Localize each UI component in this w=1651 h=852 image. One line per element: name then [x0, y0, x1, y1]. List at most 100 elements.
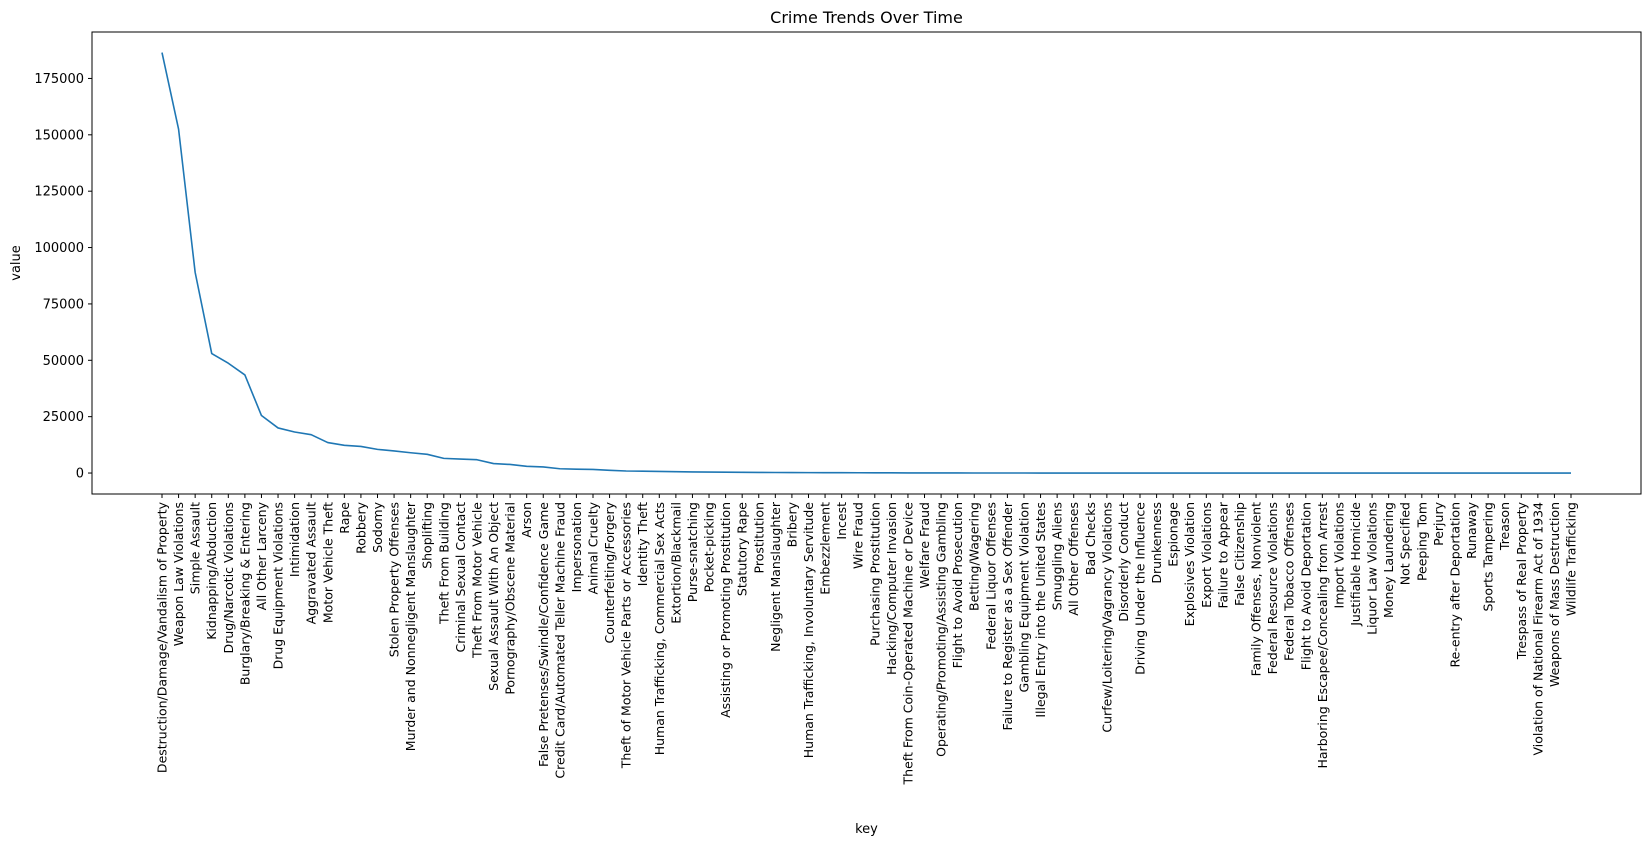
x-tick-label: Justifiable Homicide — [1348, 502, 1363, 627]
y-axis-label: value — [9, 245, 24, 281]
series-line — [161, 52, 1571, 474]
x-tick-label: Murder and Nonnegligent Manslaughter — [403, 501, 418, 751]
x-tick-label: Harboring Escapee/Concealing from Arrest — [1315, 502, 1330, 769]
x-tick-label: Robbery — [353, 501, 368, 553]
x-tick-label: Embezzlement — [818, 502, 833, 595]
x-tick-label: Incest — [834, 502, 849, 540]
x-tick-label: Bad Checks — [1083, 502, 1098, 575]
x-tick-label: Disorderly Conduct — [1116, 502, 1131, 622]
x-tick-label: Federal Resource Violations — [1265, 502, 1280, 674]
x-axis-label: key — [855, 822, 878, 837]
plot-area — [92, 32, 1641, 494]
x-tick-label: False Citizenship — [1232, 502, 1247, 606]
x-tick-label: Pocket-picking — [702, 502, 717, 592]
x-tick-label: Treason — [1497, 502, 1512, 551]
y-axis-ticks: 0 25000 50000 75000 100000 125000 150000 175000 — [34, 72, 92, 482]
x-tick-label: All Other Offenses — [1066, 502, 1081, 616]
x-tick-label: Arson — [519, 502, 534, 538]
x-tick-label: Impersonation — [569, 502, 584, 592]
y-tick-label: 0 — [76, 467, 84, 482]
x-tick-label: Animal Cruelty — [585, 501, 600, 594]
x-tick-label: Trespass of Real Property — [1514, 501, 1529, 660]
x-tick-label: Export Violations — [1199, 502, 1214, 608]
x-tick-label: Drug Equipment Violations — [271, 502, 286, 669]
x-tick-label: Espionage — [1166, 502, 1181, 567]
x-tick-label: Flight to Avoid Deportation — [1298, 502, 1313, 670]
x-tick-label: Motor Vehicle Theft — [320, 502, 335, 623]
x-tick-label: Purse-snatching — [685, 502, 700, 602]
x-tick-label: Destruction/Damage/Vandalism of Property — [155, 501, 170, 773]
x-tick-label: Re-entry after Deportation — [1447, 502, 1462, 667]
x-tick-label: Weapon Law Violations — [171, 502, 186, 646]
x-tick-label: Liquor Law Violations — [1365, 502, 1380, 635]
x-tick-label: Sports Tampering — [1481, 502, 1496, 612]
x-tick-label: Failure to Register as a Sex Offender — [1000, 501, 1015, 730]
x-tick-label: Theft From Building — [436, 502, 451, 625]
x-tick-label: Violation of National Firearm Act of 193… — [1530, 502, 1545, 756]
x-tick-label: Bribery — [784, 501, 799, 547]
x-tick-label: Federal Liquor Offenses — [983, 502, 998, 650]
x-tick-label: Drunkenness — [1149, 502, 1164, 584]
x-tick-label: Aggravated Assault — [304, 502, 319, 624]
x-tick-label: False Pretenses/Swindle/Confidence Game — [536, 502, 551, 767]
x-tick-label: Money Laundering — [1381, 502, 1396, 618]
y-tick-label: 75000 — [43, 297, 84, 312]
x-tick-label: Drug/Narcotic Violations — [221, 502, 236, 653]
x-tick-label: Purchasing Prostitution — [867, 502, 882, 646]
x-tick-label: Curfew/Loitering/Vagrancy Violations — [1099, 502, 1114, 733]
x-tick-label: Explosives Violation — [1182, 502, 1197, 626]
x-tick-label: Human Trafficking, Commercial Sex Acts — [652, 502, 667, 755]
y-tick-label: 125000 — [34, 185, 84, 200]
x-tick-label: Flight to Avoid Prosecution — [950, 502, 965, 668]
x-tick-label: Wildlife Trafficking — [1564, 502, 1579, 616]
x-tick-label: Smuggling Aliens — [1050, 502, 1065, 610]
x-tick-label: Counterfeiting/Forgery — [602, 501, 617, 643]
x-tick-label: Weapons of Mass Destruction — [1547, 502, 1562, 687]
x-tick-label: Gambling Equipment Violation — [1016, 502, 1031, 693]
y-tick-label: 25000 — [43, 410, 84, 425]
x-tick-label: Hacking/Computer Invasion — [884, 502, 899, 675]
x-tick-label: Prostitution — [751, 502, 766, 573]
y-tick-label: 150000 — [34, 128, 84, 143]
x-tick-label: Sexual Assault With An Object — [486, 502, 501, 691]
x-tick-label: Stolen Property Offenses — [387, 502, 402, 657]
x-tick-label: Criminal Sexual Contact — [453, 502, 468, 653]
x-tick-label: Welfare Fraud — [917, 502, 932, 588]
x-tick-label: Pornography/Obscene Material — [503, 502, 518, 695]
x-tick-label: Import Violations — [1331, 502, 1346, 608]
x-tick-label: Human Trafficking, Involuntary Servitude — [801, 502, 816, 759]
x-tick-label: Burglary/Breaking & Entering — [237, 502, 252, 685]
y-tick-label: 175000 — [34, 72, 84, 87]
x-tick-label: Driving Under the Influence — [1133, 502, 1148, 675]
x-tick-label: Family Offenses, Nonviolent — [1249, 502, 1264, 676]
x-tick-label: Theft From Coin-Operated Machine or Devi… — [900, 502, 915, 786]
y-tick-label: 100000 — [34, 241, 84, 256]
x-tick-label: Negligent Manslaughter — [768, 501, 783, 652]
x-tick-label: Theft of Motor Vehicle Parts or Accessor… — [619, 502, 634, 769]
x-tick-label: Extortion/Blackmail — [668, 502, 683, 624]
x-tick-label: All Other Larceny — [254, 501, 269, 610]
x-tick-label: Failure to Appear — [1215, 501, 1230, 608]
x-tick-label: Wire Fraud — [851, 502, 866, 569]
x-axis-ticks: Destruction/Damage/Vandalism of Property… — [155, 494, 1579, 785]
x-tick-label: Runaway — [1464, 501, 1479, 559]
x-tick-label: Credit Card/Automated Teller Machine Fra… — [552, 502, 567, 779]
x-tick-label: Federal Tobacco Offenses — [1282, 502, 1297, 661]
x-tick-label: Not Specified — [1398, 502, 1413, 585]
x-tick-label: Identity Theft — [635, 502, 650, 586]
x-tick-label: Kidnapping/Abduction — [204, 502, 219, 640]
x-tick-label: Operating/Promoting/Assisting Gambling — [934, 502, 949, 757]
x-tick-label: Illegal Entry into the United States — [1033, 502, 1048, 718]
x-tick-label: Peeping Tom — [1414, 502, 1429, 581]
x-tick-label: Betting/Wagering — [967, 502, 982, 611]
x-tick-label: Theft From Motor Vehicle — [469, 502, 484, 659]
y-tick-label: 50000 — [43, 354, 84, 369]
x-tick-label: Shoplifting — [420, 502, 435, 569]
x-tick-label: Statutory Rape — [735, 502, 750, 596]
x-tick-label: Assisting or Promoting Prostitution — [718, 502, 733, 718]
x-tick-label: Intimidation — [287, 502, 302, 577]
plot-frame — [91, 31, 1642, 495]
x-tick-label: Perjury — [1431, 501, 1446, 545]
